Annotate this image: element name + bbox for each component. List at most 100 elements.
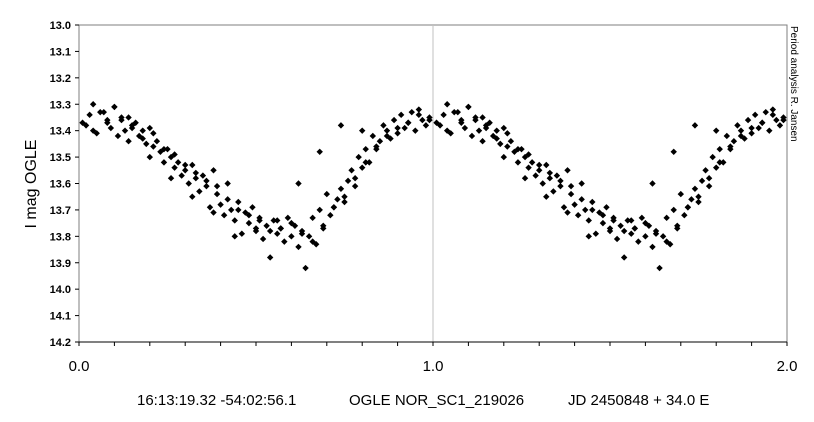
data-point [585, 233, 592, 240]
data-point [150, 130, 157, 137]
data-point [412, 127, 419, 134]
data-point [567, 182, 575, 190]
y-tick-label: 13.7 [50, 205, 71, 217]
data-point [118, 114, 125, 121]
data-point [755, 124, 762, 132]
data-point [309, 238, 316, 245]
data-point [560, 204, 568, 211]
data-point [766, 127, 773, 134]
data-point [228, 206, 235, 214]
data-point [394, 124, 401, 132]
data-point [578, 180, 585, 187]
data-point [486, 119, 493, 126]
data-point [599, 212, 607, 219]
data-point [674, 222, 681, 229]
data-point [698, 177, 706, 185]
data-point [642, 233, 649, 240]
data-point [224, 180, 231, 187]
data-point [659, 233, 667, 240]
data-point [341, 198, 348, 206]
data-point [776, 122, 784, 129]
data-point [401, 124, 408, 132]
data-point [567, 190, 575, 198]
data-point [337, 185, 345, 192]
data-point [557, 177, 564, 185]
data-point [458, 119, 465, 126]
data-point [295, 243, 302, 251]
data-point [737, 132, 745, 140]
data-point [497, 140, 504, 148]
data-point [677, 190, 684, 198]
data-point [536, 167, 543, 174]
data-point [620, 254, 628, 261]
data-point [762, 108, 769, 116]
y-tick-label: 14.2 [50, 337, 71, 349]
data-point [666, 241, 674, 248]
data-point [571, 201, 578, 208]
data-point [274, 217, 281, 224]
data-point [532, 172, 539, 179]
data-point [210, 209, 217, 216]
data-point [479, 114, 486, 121]
data-point [730, 138, 738, 145]
data-point [143, 140, 150, 148]
data-point [550, 188, 557, 195]
data-point [507, 138, 515, 145]
data-point [709, 153, 716, 161]
data-point [500, 124, 507, 132]
data-point [546, 175, 554, 182]
plot-area [78, 24, 788, 343]
data-point [146, 153, 153, 161]
y-tick-label: 13.5 [50, 152, 71, 164]
data-point [713, 164, 720, 171]
y-tick-label: 14.1 [50, 311, 71, 323]
data-point [748, 124, 755, 132]
data-point [656, 264, 663, 272]
data-point [744, 116, 752, 124]
data-point [288, 233, 295, 240]
data-point [132, 119, 139, 126]
data-point [631, 225, 638, 232]
data-point [160, 159, 168, 166]
data-point [210, 167, 217, 174]
data-point [277, 225, 284, 232]
data-point [196, 188, 203, 195]
data-point [589, 198, 596, 206]
y-axis: 13.0 13.1 13.2 13.3 13.4 13.5 13.6 13.7 13.8 13.9… [50, 20, 79, 349]
data-point [443, 127, 451, 134]
data-point [705, 175, 713, 182]
data-point [274, 230, 281, 237]
data-point [199, 172, 207, 179]
data-point [337, 122, 345, 129]
data-point [380, 122, 387, 129]
data-point [245, 219, 253, 227]
y-tick-label: 13.2 [50, 73, 71, 85]
data-point [599, 219, 607, 227]
data-point [182, 161, 189, 169]
data-point [751, 111, 759, 119]
data-point [649, 180, 656, 187]
data-point [383, 132, 391, 140]
data-point [104, 119, 111, 126]
y-tick-label: 13.6 [50, 179, 71, 191]
data-point [454, 108, 461, 116]
data-point [178, 172, 185, 179]
data-point [128, 124, 136, 132]
y-tick-label: 13.8 [50, 231, 71, 243]
data-point [443, 101, 451, 108]
y-tick-label: 13.1 [50, 46, 71, 58]
data-point [373, 145, 380, 153]
data-point [213, 190, 221, 198]
data-point [479, 138, 486, 145]
data-point [351, 175, 359, 182]
data-point [309, 214, 316, 222]
data-point [390, 116, 398, 124]
x-tick-label: 2.0 [777, 358, 798, 375]
data-point [121, 127, 129, 134]
data-point [185, 180, 192, 187]
data-point [472, 114, 479, 121]
data-point [383, 127, 391, 134]
data-point [174, 159, 182, 166]
data-point [663, 238, 670, 245]
